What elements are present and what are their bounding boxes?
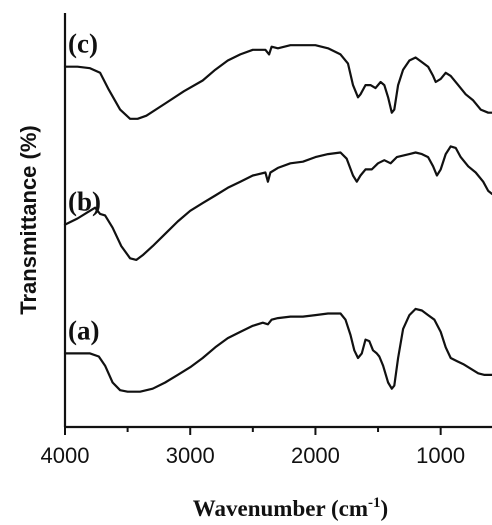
spectrum-line-c [63,44,492,120]
series-annotations: (c) (b) (a) [68,29,101,346]
x-tick-label-4000: 4000 [41,443,90,468]
x-axis-title-superscript: -1 [368,495,381,511]
spectrum-line-b [63,145,492,261]
x-axis-title: Wavenumber (cm-1) [193,495,388,521]
x-tick-label-2000: 2000 [291,443,340,468]
x-axis-title-close: ) [381,496,389,521]
spectrum-line-a [63,307,492,393]
plot-frame [63,13,492,429]
x-tick-label-3000: 3000 [166,443,215,468]
spectrum-label-a: (a) [68,315,99,345]
spectrum-label-c: (c) [68,29,98,59]
series-layer [63,44,492,393]
x-axis-title-main: Wavenumber (cm [193,496,368,521]
y-axis-title: Transmittance (%) [16,125,41,315]
x-axis: 4000 3000 2000 1000 [41,427,465,468]
x-tick-label-1000: 1000 [416,443,465,468]
spectrum-label-b: (b) [68,187,101,217]
